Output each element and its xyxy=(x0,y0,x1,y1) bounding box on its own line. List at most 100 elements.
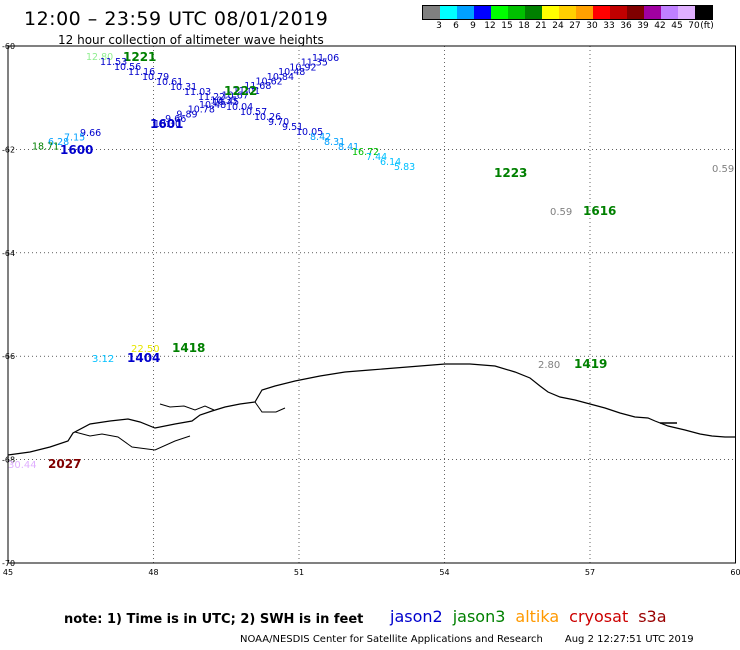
time-label-1222: 1222 xyxy=(224,84,257,98)
lon-tick-label: 45 xyxy=(3,568,13,577)
swh-reading: 8.41 xyxy=(338,142,359,153)
swh-reading: 10.62 xyxy=(256,77,283,88)
credit-org: NOAA/NESDIS Center for Satellite Applica… xyxy=(240,634,543,645)
swh-reading: 10.79 xyxy=(142,72,169,83)
credit-timestamp: Aug 2 12:27:51 UTC 2019 xyxy=(564,634,694,645)
coast-inlet-2 xyxy=(74,431,191,451)
color-scale-tick: 33 xyxy=(603,21,615,31)
swh-reading: 11.06 xyxy=(312,53,339,64)
credit-line: NOAA/NESDIS Center for Satellite Applica… xyxy=(240,634,716,645)
value-label-edge: 0.59 xyxy=(712,164,734,175)
color-swatch xyxy=(576,6,593,19)
swh-reading: 10.57 xyxy=(240,107,267,118)
time-label-1600: 1600 xyxy=(60,143,93,157)
mission-jason2: jason2 xyxy=(390,607,443,626)
swh-reading: 10.56 xyxy=(114,62,141,73)
time-value-labels: 1222 1223 1616 0.59 0.59 1418 22.50 1404… xyxy=(8,84,734,471)
value-label-1419: 2.80 xyxy=(538,360,560,371)
swh-reading: 18.71 xyxy=(32,142,59,153)
color-scale-tick: 3 xyxy=(436,21,442,31)
color-scale-tick: 45 xyxy=(671,21,683,31)
mission-altika: altika xyxy=(515,607,560,626)
color-scale-tick: 39 xyxy=(637,21,649,31)
swh-reading: 9.66 xyxy=(165,114,186,125)
value-label-1418: 22.50 xyxy=(131,344,160,355)
swh-reading: 12.80 xyxy=(86,52,113,63)
swh-reading: 10.30 xyxy=(154,119,181,130)
color-swatch xyxy=(423,6,440,19)
color-swatch xyxy=(542,6,559,19)
swh-reading: 11.01 xyxy=(233,86,260,97)
time-label-1404: 1404 xyxy=(127,351,160,365)
color-swatch xyxy=(457,6,474,19)
lon-tick-label: 54 xyxy=(439,568,449,577)
lon-tick-label: 51 xyxy=(294,568,304,577)
color-swatch xyxy=(593,6,610,19)
swh-reading: 10.78 xyxy=(188,105,215,116)
color-swatch xyxy=(627,6,644,19)
swh-reading: 10.45 xyxy=(212,97,239,108)
value-label-1616: 0.59 xyxy=(550,207,572,218)
color-swatch xyxy=(440,6,457,19)
page-subtitle: 12 hour collection of altimeter wave hei… xyxy=(58,33,324,47)
mission-cryosat: cryosat xyxy=(569,607,629,626)
coast-inlet-3 xyxy=(254,401,286,413)
swh-reading: 11.22 xyxy=(198,92,225,103)
color-scale-bar xyxy=(422,5,713,20)
lon-tick-label: 57 xyxy=(585,568,595,577)
color-scale-legend: 3 6 9 12 15 18 21 24 27 30 33 36 39 42 45 70 (ft) xyxy=(422,5,714,32)
swh-reading: 10.48 xyxy=(199,100,226,111)
mission-s3a: s3a xyxy=(638,607,667,626)
value-label-2027: 30.44 xyxy=(8,460,37,471)
swh-reading: 16.72 xyxy=(352,147,379,158)
color-swatch xyxy=(525,6,542,19)
swh-reading: 11.68 xyxy=(244,81,271,92)
lat-tick-label: -62 xyxy=(2,145,15,154)
color-swatch xyxy=(491,6,508,19)
footnote: note: 1) Time is in UTC; 2) SWH is in fe… xyxy=(64,612,364,627)
color-scale-tick: 24 xyxy=(552,21,564,31)
color-scale-tick: 30 xyxy=(586,21,598,31)
color-swatch xyxy=(678,6,695,19)
color-scale-tick: 12 xyxy=(484,21,496,31)
lon-tick-label: 60 xyxy=(730,568,740,577)
map-grid xyxy=(7,45,736,564)
page-title: 12:00 – 23:59 UTC 08/01/2019 xyxy=(24,8,329,30)
color-scale-tick: 27 xyxy=(569,21,581,31)
swh-reading: 10.92 xyxy=(289,62,316,73)
color-scale-tick: 18 xyxy=(518,21,530,31)
swh-reading: 7.44 xyxy=(366,152,387,163)
swh-reading: 10.05 xyxy=(296,127,323,138)
color-scale-tick: 42 xyxy=(654,21,666,31)
color-scale-tick: 9 xyxy=(470,21,476,31)
swh-reading: 10.04 xyxy=(226,102,253,113)
swh-reading: 10.84 xyxy=(267,72,294,83)
swh-reading: 6.28 xyxy=(48,137,69,148)
time-label-1221: 1221 xyxy=(123,50,156,64)
swh-reading: 10.31 xyxy=(170,82,197,93)
swh-reading: 7.15 xyxy=(64,133,85,144)
altimeter-tracks: 122112.8011.5310.5611.1610.7910.6110.311… xyxy=(32,50,415,173)
lat-tick-label: -70 xyxy=(2,559,15,568)
map-frame xyxy=(7,45,736,564)
swh-reading: 10.48 xyxy=(278,67,305,78)
color-swatch xyxy=(695,6,712,19)
swh-reading: 6.14 xyxy=(380,157,401,168)
color-scale-tick: 15 xyxy=(501,21,513,31)
color-swatch xyxy=(508,6,525,19)
swh-reading: 10.67 xyxy=(222,91,249,102)
color-scale-tick: 36 xyxy=(620,21,632,31)
color-scale-tick: 6 xyxy=(453,21,459,31)
color-swatch xyxy=(661,6,678,19)
lat-tick-label: -60 xyxy=(2,42,15,51)
time-label-1601: 1601 xyxy=(150,117,183,131)
color-scale-tick: 70 xyxy=(688,21,700,31)
swh-reading: 9.51 xyxy=(282,122,303,133)
swh-reading: 10.61 xyxy=(156,77,183,88)
swh-reading: 9.70 xyxy=(268,117,289,128)
color-scale-unit: (ft) xyxy=(700,21,714,31)
swh-reading: 10.26 xyxy=(254,112,281,123)
swh-reading: 5.83 xyxy=(394,162,415,173)
swh-reading: 8.42 xyxy=(310,132,331,143)
